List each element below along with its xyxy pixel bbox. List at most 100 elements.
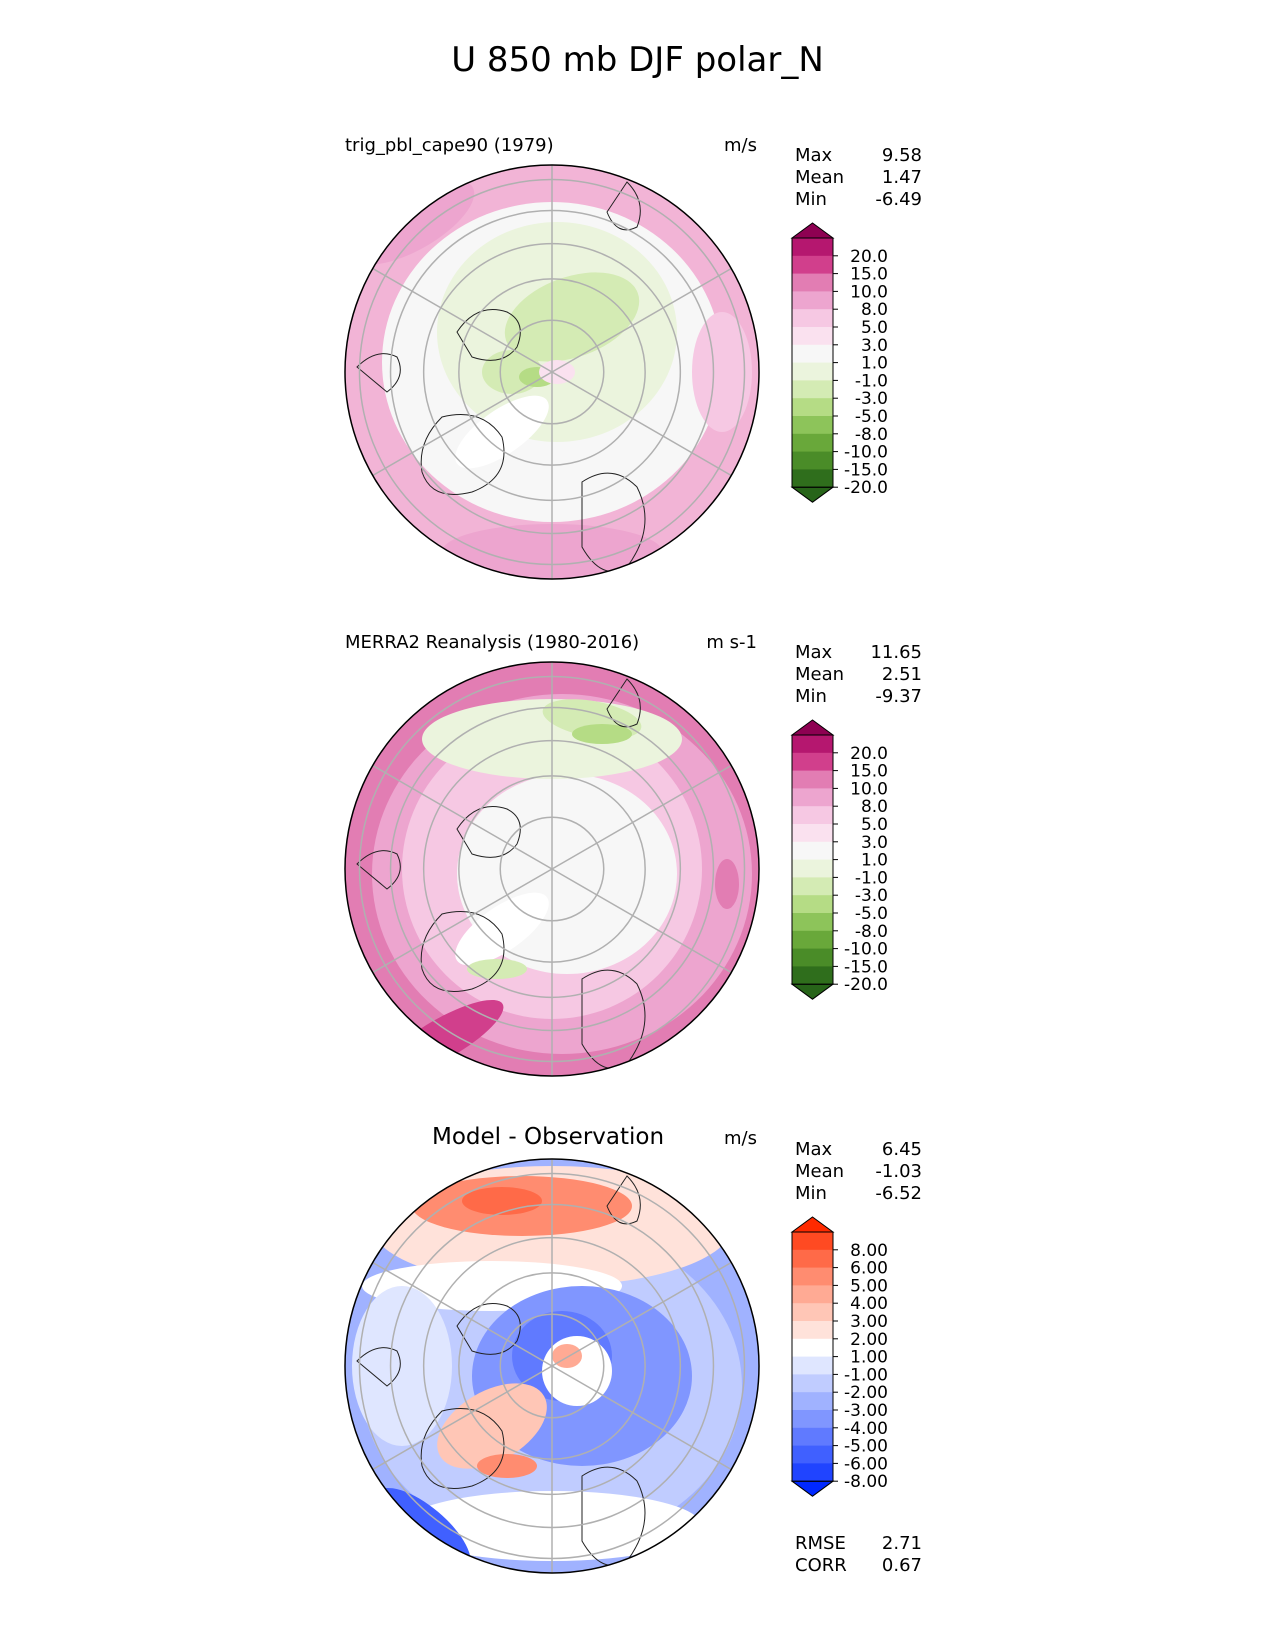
colorbar-bin xyxy=(792,362,833,381)
map-boundary xyxy=(344,661,760,1077)
polar-map xyxy=(344,164,760,580)
colorbar-tick-label: -8.00 xyxy=(844,1472,888,1492)
colorbar-bin xyxy=(792,238,833,257)
colorbar-tick-label: -1.0 xyxy=(855,371,888,391)
polar-map xyxy=(344,661,760,1077)
colorbar-bin xyxy=(792,1285,833,1304)
panel-title: trig_pbl_cape90 (1979) xyxy=(345,135,554,156)
colorbar-tick-label: 1.0 xyxy=(861,354,888,374)
stat-mean-value: -1.03 xyxy=(875,1161,922,1182)
colorbar-bin xyxy=(792,752,833,772)
stat-max-label: Max xyxy=(795,642,833,663)
stat-max-value: 6.45 xyxy=(881,1139,922,1160)
meridian-line xyxy=(596,764,732,844)
colorbar-tick-label: 3.0 xyxy=(861,833,888,853)
colorbar-bin xyxy=(792,1356,833,1375)
meridian-line xyxy=(551,842,598,870)
meridian-line xyxy=(372,397,508,477)
colorbar-extend-max xyxy=(790,1216,835,1233)
colorbar-bin xyxy=(792,1338,833,1358)
colorbar-tick-label: -8.0 xyxy=(855,922,888,942)
colorbar-bin xyxy=(792,859,833,878)
panel-model: trig_pbl_cape90 (1979) m/s Max 9.58 Mean… xyxy=(0,0,1275,580)
coastline xyxy=(356,181,646,572)
units-label: m/s xyxy=(724,135,757,156)
meridian-line xyxy=(506,868,553,896)
colorbar-tick-label: 1.00 xyxy=(850,1348,888,1368)
meridian-line xyxy=(596,894,732,974)
colorbar-tick-label: 10.0 xyxy=(850,779,888,799)
panel-title: MERRA2 Reanalysis (1980-2016) xyxy=(345,632,640,653)
colorbar-tick-label: 5.0 xyxy=(861,318,888,338)
colorbar-bin xyxy=(792,806,833,825)
map-boundary xyxy=(344,164,760,580)
colorbar-tick-label: -1.00 xyxy=(844,1365,888,1385)
field-region xyxy=(692,312,752,432)
stat-max-value: 9.58 xyxy=(881,145,922,166)
colorbar-extend-min xyxy=(790,1480,835,1497)
colorbar-tick-label: -10.0 xyxy=(844,443,888,463)
colorbar-tick-label: 3.0 xyxy=(861,336,888,356)
field-region xyxy=(455,395,549,469)
colorbar-bin xyxy=(792,1303,833,1322)
colorbar-bin xyxy=(792,309,833,328)
colorbar-tick-label: 4.00 xyxy=(850,1294,888,1314)
stat-mean-value: 2.51 xyxy=(881,664,922,685)
colorbar-bin xyxy=(792,1374,833,1393)
colorbar-bin xyxy=(792,327,833,346)
colorbar-bin xyxy=(792,255,833,275)
colorbar-tick-label: -20.0 xyxy=(844,975,888,995)
meridian-line xyxy=(596,1391,732,1471)
colorbar-bin xyxy=(792,877,833,896)
meridian-line xyxy=(506,1339,553,1367)
colorbar-tick-label: 15.0 xyxy=(850,762,888,782)
colorbar-bin xyxy=(792,1392,833,1411)
meridian-line xyxy=(596,267,732,347)
meridian-line xyxy=(372,1391,508,1471)
colorbar-bin xyxy=(792,380,833,399)
stat-max-label: Max xyxy=(795,145,833,166)
meridian-line xyxy=(551,1365,598,1393)
colorbar-tick-label: -8.0 xyxy=(855,425,888,445)
stat-mean-label: Mean xyxy=(795,1161,845,1182)
meridian-line xyxy=(551,868,598,896)
meridian-line xyxy=(506,371,553,399)
colorbar-tick-label: 5.0 xyxy=(861,815,888,835)
colorbar-bin xyxy=(792,1445,833,1464)
units-label: m s-1 xyxy=(706,632,757,653)
stat-min-label: Min xyxy=(795,1183,827,1204)
colorbar-bin xyxy=(792,913,833,932)
colorbar-tick-label: -1.0 xyxy=(855,868,888,888)
colorbar-bin xyxy=(792,416,833,435)
panel-difference: Model - Observation m/s Max 6.45 Mean -1… xyxy=(0,0,1275,1576)
stat-min-value: -6.52 xyxy=(875,1183,922,1204)
colorbar-tick-label: 8.00 xyxy=(850,1241,888,1261)
stat-max-label: Max xyxy=(795,1139,833,1160)
meridian-line xyxy=(596,397,732,477)
colorbar-bin xyxy=(792,948,833,967)
meridian-line xyxy=(372,764,508,844)
polar-map xyxy=(344,1158,760,1574)
meridian-line xyxy=(372,1261,508,1341)
colorbar-tick-label: 2.00 xyxy=(850,1330,888,1350)
colorbar-bin xyxy=(792,735,833,754)
colorbar-tick-label: -15.0 xyxy=(844,957,888,977)
colorbar-tick-label: -20.0 xyxy=(844,478,888,498)
colorbar-tick-label: -15.0 xyxy=(844,460,888,480)
figure-title: U 850 mb DJF polar_N xyxy=(451,40,824,80)
colorbar-tick-label: 15.0 xyxy=(850,265,888,285)
colorbar-tick-label: -4.00 xyxy=(844,1419,888,1439)
colorbar: 20.015.010.08.05.03.01.0-1.0-3.0-5.0-8.0… xyxy=(790,719,888,1000)
colorbar-bin xyxy=(792,824,833,843)
field-region xyxy=(539,360,575,384)
field-layer xyxy=(345,165,759,579)
colorbar-bin xyxy=(792,930,833,950)
colorbar-bin xyxy=(792,451,833,470)
stat-min-value: -6.49 xyxy=(875,189,922,210)
colorbar-bin xyxy=(792,433,833,453)
field-region xyxy=(504,272,640,362)
stat-mean-label: Mean xyxy=(795,664,845,685)
meridian-line xyxy=(372,894,508,974)
colorbar-bin xyxy=(792,1427,833,1447)
meridian-line xyxy=(372,267,508,347)
